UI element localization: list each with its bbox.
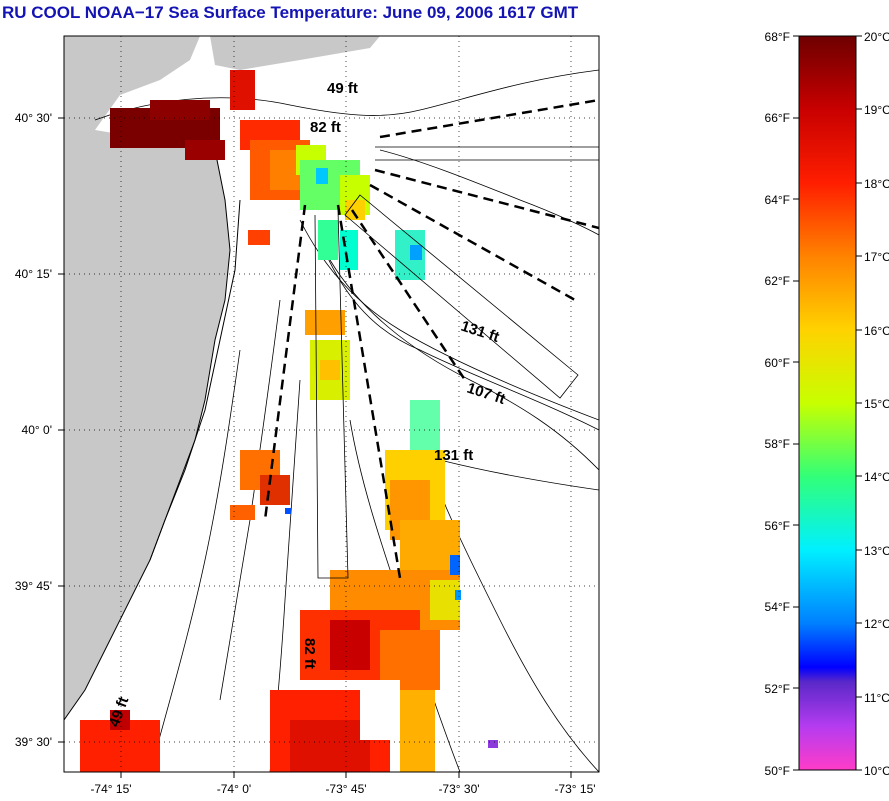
celsius-label: 20°C: [864, 30, 889, 44]
longitude-tick-label: -73° 45': [325, 782, 366, 796]
latitude-tick-label: 39° 30': [15, 735, 52, 749]
longitude-tick-label: -73° 15': [554, 782, 595, 796]
celsius-label: 14°C: [864, 470, 889, 484]
fahrenheit-label: 66°F: [765, 111, 790, 125]
celsius-label: 16°C: [864, 324, 889, 338]
latitude-tick-label: 40° 30': [15, 111, 52, 125]
latitude-tick-label: 40° 15': [15, 267, 52, 281]
celsius-label: 13°C: [864, 544, 889, 558]
celsius-scale: 20°C 19°C 18°C 17°C 16°C 15°C 14°C 13°C …: [864, 30, 889, 778]
celsius-label: 18°C: [864, 177, 889, 191]
celsius-label: 15°C: [864, 397, 889, 411]
celsius-label: 17°C: [864, 250, 889, 264]
longitude-tick-label: -74° 0': [217, 782, 251, 796]
depth-label: 131 ft: [434, 447, 473, 464]
color-scale-ticks: [793, 35, 862, 771]
fahrenheit-label: 64°F: [765, 193, 790, 207]
fahrenheit-label: 50°F: [765, 764, 790, 778]
map-frame: [63, 35, 600, 773]
land-new-jersey: [64, 36, 230, 720]
latitude-tick-label: 39° 45': [15, 579, 52, 593]
grid-lines: [64, 36, 599, 772]
axis-ticks: [58, 117, 572, 778]
fahrenheit-label: 62°F: [765, 274, 790, 288]
celsius-label: 12°C: [864, 617, 889, 631]
latitude-tick-label: 40° 0': [22, 423, 52, 437]
fahrenheit-label: 60°F: [765, 356, 790, 370]
depth-label: 82 ft: [310, 119, 341, 136]
fahrenheit-label: 54°F: [765, 600, 790, 614]
depth-label: 49 ft: [327, 80, 358, 97]
transect-lines: [263, 98, 599, 579]
map-title: RU COOL NOAA−17 Sea Surface Temperature:…: [2, 3, 579, 22]
celsius-label: 10°C: [864, 764, 889, 778]
fahrenheit-label: 56°F: [765, 519, 790, 533]
fahrenheit-label: 58°F: [765, 437, 790, 451]
fahrenheit-label: 52°F: [765, 682, 790, 696]
celsius-label: 19°C: [864, 103, 889, 117]
celsius-label: 11°C: [864, 691, 889, 705]
coastline: [64, 149, 231, 721]
sst-data: [80, 70, 498, 772]
fahrenheit-label: 68°F: [765, 30, 790, 44]
longitude-tick-label: -74° 15': [90, 782, 131, 796]
color-scale-bar: [798, 35, 857, 771]
depth-label: 82 ft: [301, 638, 318, 669]
land-long-island: [210, 36, 380, 70]
fahrenheit-scale: 68°F 66°F 64°F 62°F 60°F 58°F 56°F 54°F …: [765, 30, 790, 778]
longitude-tick-label: -73° 30': [438, 782, 479, 796]
